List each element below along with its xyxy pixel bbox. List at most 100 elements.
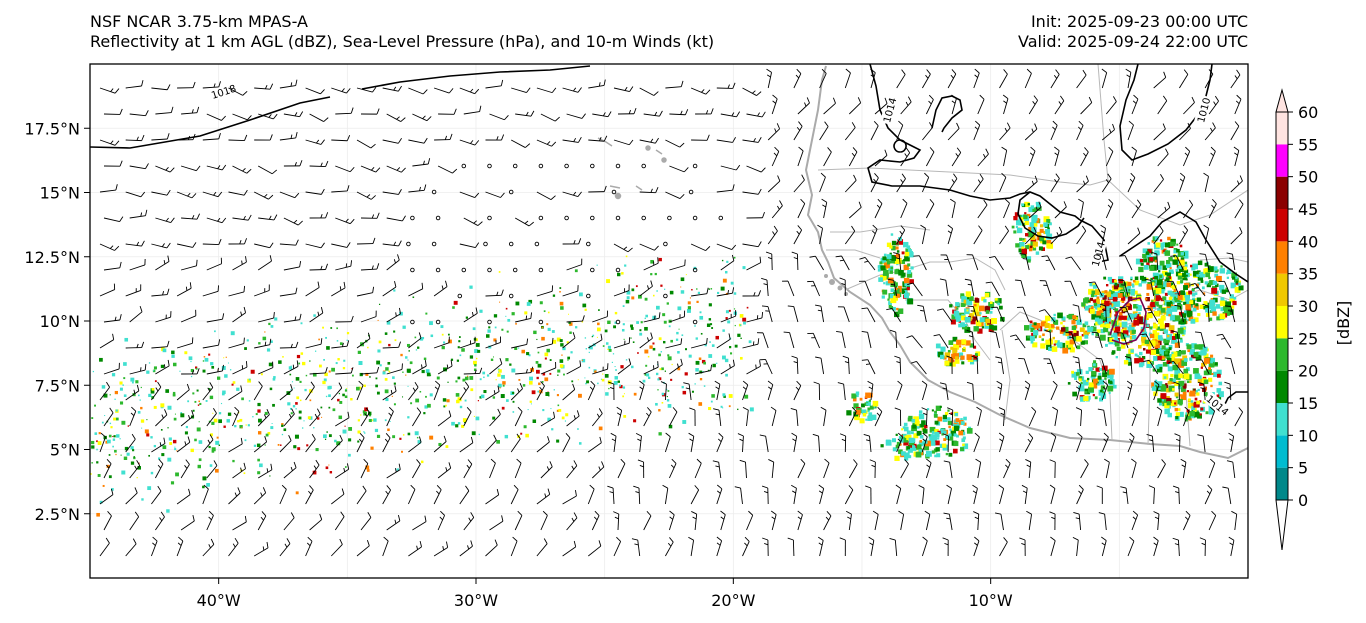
reflectivity-cell bbox=[962, 443, 965, 447]
reflectivity-cell bbox=[1151, 386, 1157, 391]
reflectivity-cell bbox=[342, 366, 346, 370]
reflectivity-cell bbox=[1151, 256, 1157, 262]
reflectivity-cell bbox=[137, 466, 141, 470]
reflectivity-cell bbox=[1148, 346, 1152, 350]
colorbar-tick-label: 0 bbox=[1298, 491, 1308, 510]
wind-barb bbox=[921, 407, 928, 427]
reflectivity-cell bbox=[953, 353, 960, 360]
reflectivity-cell bbox=[1106, 372, 1110, 376]
reflectivity-cell bbox=[96, 448, 98, 451]
wind-barb bbox=[926, 199, 935, 219]
reflectivity-cell bbox=[737, 408, 739, 411]
reflectivity-cell bbox=[1135, 258, 1142, 265]
reflectivity-cell bbox=[536, 376, 539, 380]
reflectivity-cell bbox=[972, 310, 977, 315]
reflectivity-cell bbox=[1106, 304, 1112, 310]
wind-barb-layer bbox=[99, 68, 1244, 557]
wind-barb bbox=[228, 337, 245, 349]
reflectivity-cell bbox=[267, 431, 271, 435]
reflectivity-cell bbox=[1111, 303, 1114, 306]
wind-barb bbox=[886, 308, 902, 323]
wind-barb bbox=[382, 240, 402, 247]
reflectivity-cell bbox=[859, 397, 863, 401]
reflectivity-cell bbox=[1160, 289, 1165, 294]
reflectivity-cell bbox=[897, 308, 904, 314]
reflectivity-cell bbox=[934, 454, 937, 458]
reflectivity-cell bbox=[1199, 400, 1202, 403]
wind-barb bbox=[692, 163, 698, 169]
reflectivity-cell bbox=[1115, 311, 1118, 314]
reflectivity-cell bbox=[631, 296, 635, 300]
wind-barb bbox=[837, 382, 846, 401]
reflectivity-cell bbox=[1169, 314, 1176, 321]
reflectivity-cell bbox=[1208, 281, 1213, 286]
reflectivity-cell bbox=[734, 344, 738, 348]
wind-barb bbox=[206, 164, 227, 171]
reflectivity-cell bbox=[1152, 323, 1158, 329]
reflectivity-cell bbox=[1154, 379, 1158, 383]
wind-barb bbox=[562, 433, 571, 453]
reflectivity-cell bbox=[918, 413, 925, 420]
reflectivity-cell bbox=[393, 403, 396, 406]
reflectivity-cell bbox=[499, 301, 501, 303]
reflectivity-cell bbox=[1072, 315, 1077, 320]
wind-barb bbox=[181, 213, 201, 220]
wind-barb bbox=[1050, 69, 1060, 89]
wind-barb bbox=[1234, 199, 1244, 219]
wind-barb bbox=[356, 86, 377, 93]
reflectivity-cell bbox=[161, 453, 165, 457]
reflectivity-cell bbox=[294, 434, 299, 439]
reflectivity-cell bbox=[1183, 327, 1186, 330]
reflectivity-cell bbox=[111, 373, 116, 377]
reflectivity-cell bbox=[336, 327, 338, 330]
reflectivity-cell bbox=[211, 365, 215, 369]
wind-barb bbox=[976, 406, 982, 427]
reflectivity-cell bbox=[326, 431, 328, 433]
reflectivity-cell bbox=[1109, 337, 1114, 343]
wind-barb bbox=[690, 87, 711, 95]
reflectivity-cell bbox=[960, 421, 965, 426]
reflectivity-cell bbox=[1210, 360, 1214, 364]
wind-barb bbox=[309, 513, 323, 531]
reflectivity-cell bbox=[325, 336, 327, 339]
reflectivity-cell bbox=[1053, 321, 1057, 325]
reflectivity-cell bbox=[1159, 274, 1163, 278]
reflectivity-cell bbox=[328, 370, 331, 373]
reflectivity-cell bbox=[965, 340, 971, 346]
reflectivity-cell bbox=[1185, 301, 1190, 306]
reflectivity-cell bbox=[1177, 294, 1183, 300]
wind-barb bbox=[613, 337, 631, 349]
reflectivity-cell bbox=[889, 306, 894, 310]
reflectivity-cell bbox=[342, 393, 345, 397]
reflectivity-cell bbox=[1024, 212, 1027, 215]
reflectivity-cell bbox=[1138, 356, 1141, 359]
wind-barb bbox=[669, 358, 683, 375]
wind-barb bbox=[590, 163, 595, 169]
wind-barb bbox=[868, 536, 875, 557]
reflectivity-cell bbox=[1115, 355, 1118, 359]
reflectivity-cell bbox=[1152, 272, 1159, 279]
reflectivity-cell bbox=[950, 319, 956, 325]
reflectivity-cell bbox=[1217, 391, 1224, 398]
reflectivity-cell bbox=[565, 413, 569, 417]
wind-barb bbox=[761, 485, 769, 505]
reflectivity-cell bbox=[660, 284, 663, 287]
reflectivity-cell bbox=[289, 407, 292, 410]
colorbar-segment bbox=[1276, 338, 1288, 371]
reflectivity-cell bbox=[1151, 300, 1154, 303]
wind-barb bbox=[613, 86, 634, 92]
wind-barb bbox=[791, 251, 799, 271]
reflectivity-cell bbox=[507, 318, 511, 322]
reflectivity-cell bbox=[1173, 289, 1177, 292]
wind-barb bbox=[889, 537, 898, 557]
reflectivity-cell bbox=[1188, 380, 1192, 384]
wind-barb bbox=[437, 510, 446, 531]
reflectivity-cell bbox=[722, 329, 725, 332]
reflectivity-cell bbox=[695, 368, 699, 372]
reflectivity-cell bbox=[1114, 341, 1120, 347]
reflectivity-cell bbox=[1219, 268, 1225, 274]
wind-barb bbox=[125, 384, 140, 401]
reflectivity-cell bbox=[1159, 260, 1165, 266]
reflectivity-cell bbox=[393, 382, 396, 385]
reflectivity-cell bbox=[559, 364, 564, 368]
